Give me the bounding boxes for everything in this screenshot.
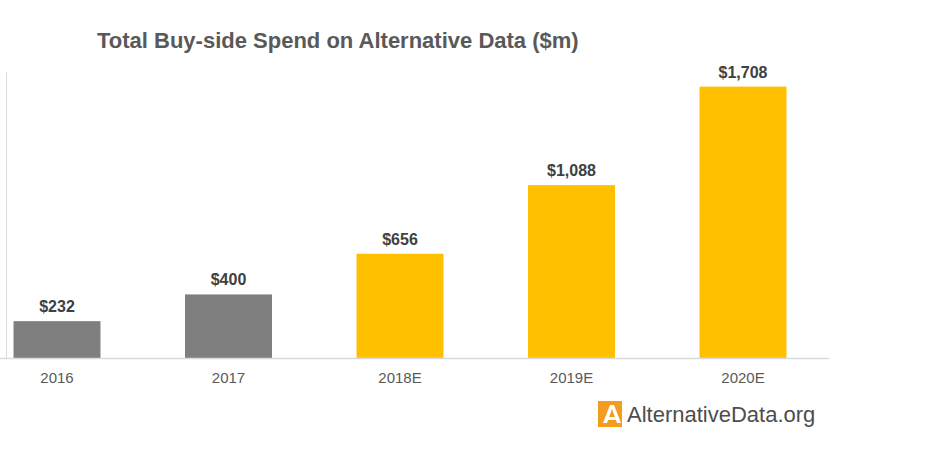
title: Total Buy-side Spend on Alternative Data…: [97, 28, 579, 53]
x-axis: 2016 2017 2018E 2019E 2020E: [0, 359, 829, 386]
x-tick-label: 2017: [212, 369, 245, 386]
y-axis-line: [6, 73, 7, 359]
data-label: $232: [39, 298, 75, 315]
data-labels: $232 $400 $656 $1,088 $1,708: [39, 64, 767, 316]
x-tick-label: 2018E: [378, 369, 421, 386]
bars: [14, 87, 787, 358]
x-tick-label: 2020E: [721, 369, 764, 386]
logo-icon: [598, 401, 622, 427]
bar: [528, 185, 615, 358]
y-axis: [6, 73, 7, 359]
bar: [14, 321, 101, 358]
x-tick: 2016: [40, 369, 73, 386]
data-label: $1,088: [547, 162, 596, 179]
bar: [357, 254, 444, 358]
data-label: $656: [382, 231, 418, 248]
bar: [700, 87, 787, 358]
logo-icon-glyph: [603, 405, 621, 423]
x-tick: 2019E: [550, 369, 593, 386]
x-axis-line: [0, 358, 829, 360]
data-label: $400: [211, 271, 247, 288]
data-label: $1,708: [719, 64, 768, 81]
x-tick-label: 2016: [40, 369, 73, 386]
x-tick: 2020E: [721, 369, 764, 386]
bar: [185, 294, 272, 358]
annotation: AlternativeData.org: [627, 402, 815, 427]
x-tick-label: 2019E: [550, 369, 593, 386]
logo: AlternativeData.org: [598, 401, 815, 427]
x-tick: 2018E: [378, 369, 421, 386]
x-tick: 2017: [212, 369, 245, 386]
chart: Total Buy-side Spend on Alternative Data…: [0, 0, 940, 462]
